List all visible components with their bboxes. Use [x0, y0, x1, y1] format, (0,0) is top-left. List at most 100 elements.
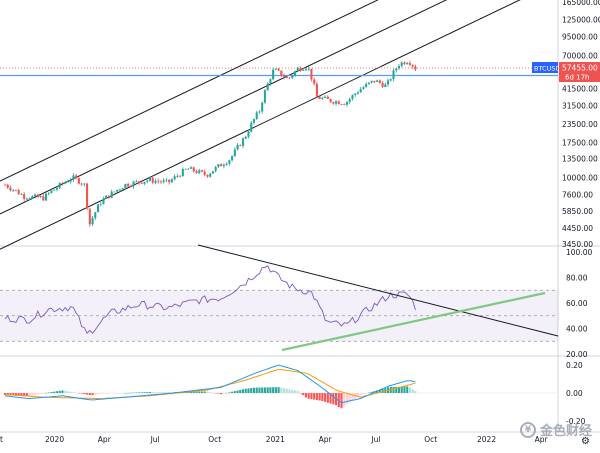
candle-up — [392, 70, 395, 80]
candle-up — [91, 217, 94, 225]
candle-up — [217, 164, 220, 167]
macd-histogram-bar — [348, 393, 351, 403]
candle-down — [61, 182, 64, 184]
rsi-tick-label: 80.00 — [566, 274, 588, 283]
countdown-label: 6d 17h — [565, 74, 589, 82]
candle-down — [9, 187, 12, 191]
price-tick-label: 23500.00 — [562, 120, 598, 129]
candle-up — [45, 193, 48, 201]
macd-histogram-bar — [132, 392, 135, 394]
candle-up — [184, 168, 187, 170]
rsi-tick-label: 20.00 — [566, 350, 588, 359]
watermark-logo-icon: ¥ — [519, 421, 536, 438]
candle-up — [25, 198, 28, 200]
macd-histogram-bar — [414, 391, 417, 393]
macd-histogram-bar — [244, 388, 247, 393]
candle-up — [263, 90, 266, 103]
rsi-tick-label: 40.00 — [566, 325, 588, 334]
price-tick-label: 17500.00 — [562, 138, 598, 147]
candle-down — [299, 67, 302, 71]
candle-up — [356, 92, 359, 94]
macd-histogram-bar — [61, 390, 64, 393]
price-tick-label: 10000.00 — [562, 173, 598, 182]
time-tick-label: Apr — [319, 435, 333, 444]
macd-histogram-bar — [75, 392, 78, 394]
candle-up — [31, 196, 34, 199]
candle-up — [132, 181, 135, 187]
macd-histogram-bar — [296, 391, 299, 393]
macd-histogram-bar — [321, 393, 324, 402]
macd-histogram-bar — [42, 393, 45, 394]
channel-lower-line — [0, 0, 521, 250]
candle-up — [94, 212, 97, 218]
candle-up — [146, 180, 149, 182]
channel-middle-line — [0, 0, 448, 215]
settings-gear-icon[interactable]: ⚙ — [581, 436, 590, 447]
price-tick-label: 7600.00 — [562, 191, 593, 200]
macd-histogram-bar — [211, 392, 214, 394]
candle-up — [211, 171, 214, 174]
candle-down — [285, 77, 288, 79]
macd-histogram-bar — [263, 387, 266, 393]
macd-histogram-bar — [146, 392, 149, 393]
macd-histogram-bar — [28, 393, 31, 397]
candle-up — [291, 75, 294, 78]
channel-upper-line — [0, 0, 379, 182]
candle-down — [195, 171, 198, 174]
macd-histogram-bar — [313, 393, 316, 400]
candle-up — [198, 170, 201, 174]
macd-histogram-bar — [12, 393, 15, 396]
macd-histogram-bar — [162, 392, 165, 393]
macd-histogram-bar — [94, 393, 97, 395]
candle-up — [307, 68, 310, 70]
macd-histogram-bar — [6, 393, 9, 396]
macd-histogram-bar — [291, 389, 294, 393]
candle-down — [157, 180, 160, 182]
rsi-line — [4, 265, 416, 334]
macd-histogram-bar — [214, 393, 217, 394]
candle-up — [397, 65, 401, 69]
rsi-ascending-trendline — [281, 291, 546, 352]
candle-up — [370, 80, 373, 83]
macd-histogram-bar — [17, 393, 20, 396]
macd-histogram-bar — [151, 392, 154, 393]
candle-up — [244, 136, 247, 139]
candle-up — [83, 183, 86, 185]
macd-histogram-bar — [332, 393, 335, 405]
macd-histogram-bar — [367, 392, 370, 394]
time-tick-label: Apr — [98, 435, 112, 444]
macd-histogram-bar — [3, 393, 7, 395]
symbol-badge-label: BTCUSD — [534, 65, 560, 73]
candle-down — [315, 83, 318, 97]
candle-up — [58, 182, 61, 188]
candle-down — [403, 62, 406, 65]
candle-up — [250, 122, 253, 132]
macd-histogram-bar — [258, 387, 261, 393]
macd-histogram-bar — [86, 393, 89, 395]
macd-histogram-bar — [64, 390, 67, 393]
candle-up — [302, 70, 305, 71]
candle-up — [118, 189, 121, 191]
macd-histogram-bar — [326, 393, 329, 403]
candle-down — [3, 184, 7, 186]
macd-histogram-bar — [25, 393, 28, 397]
macd-histogram-bar — [299, 393, 302, 394]
candle-down — [378, 80, 381, 83]
last-price-badge — [559, 62, 600, 83]
macd-histogram-bar — [293, 390, 297, 393]
macd-histogram-bar — [408, 387, 411, 393]
candle-down — [200, 170, 204, 172]
candle-up — [233, 149, 236, 157]
macd-histogram-bar — [124, 392, 127, 394]
candle-up — [209, 173, 212, 177]
candle-up — [247, 131, 250, 137]
candle-up — [28, 198, 31, 200]
macd-tick-label: -0.20 — [566, 417, 586, 426]
candle-down — [373, 80, 376, 82]
candle-down — [42, 196, 45, 201]
macd-histogram-bar — [154, 392, 157, 393]
macd-histogram-bar — [411, 389, 414, 393]
candle-up — [148, 177, 152, 181]
macd-histogram-bar — [121, 393, 124, 394]
